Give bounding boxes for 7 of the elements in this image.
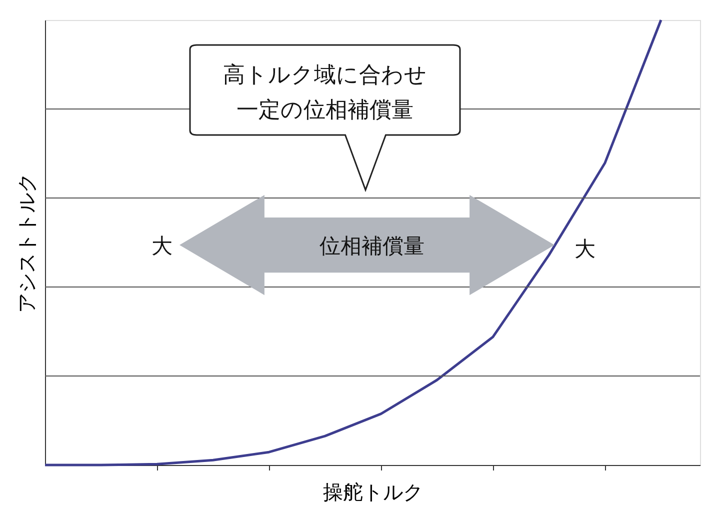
annotation: 大: [152, 234, 172, 258]
annotation: 位相補償量: [320, 234, 424, 258]
x-axis-title: 操舵トルク: [323, 480, 423, 504]
annotation: 大: [574, 237, 596, 261]
annotation: 一定の位相補償量: [236, 98, 414, 123]
annotation: 高トルク域に合わせ: [223, 63, 427, 88]
y-axis-title: アシストトルク: [14, 173, 38, 313]
